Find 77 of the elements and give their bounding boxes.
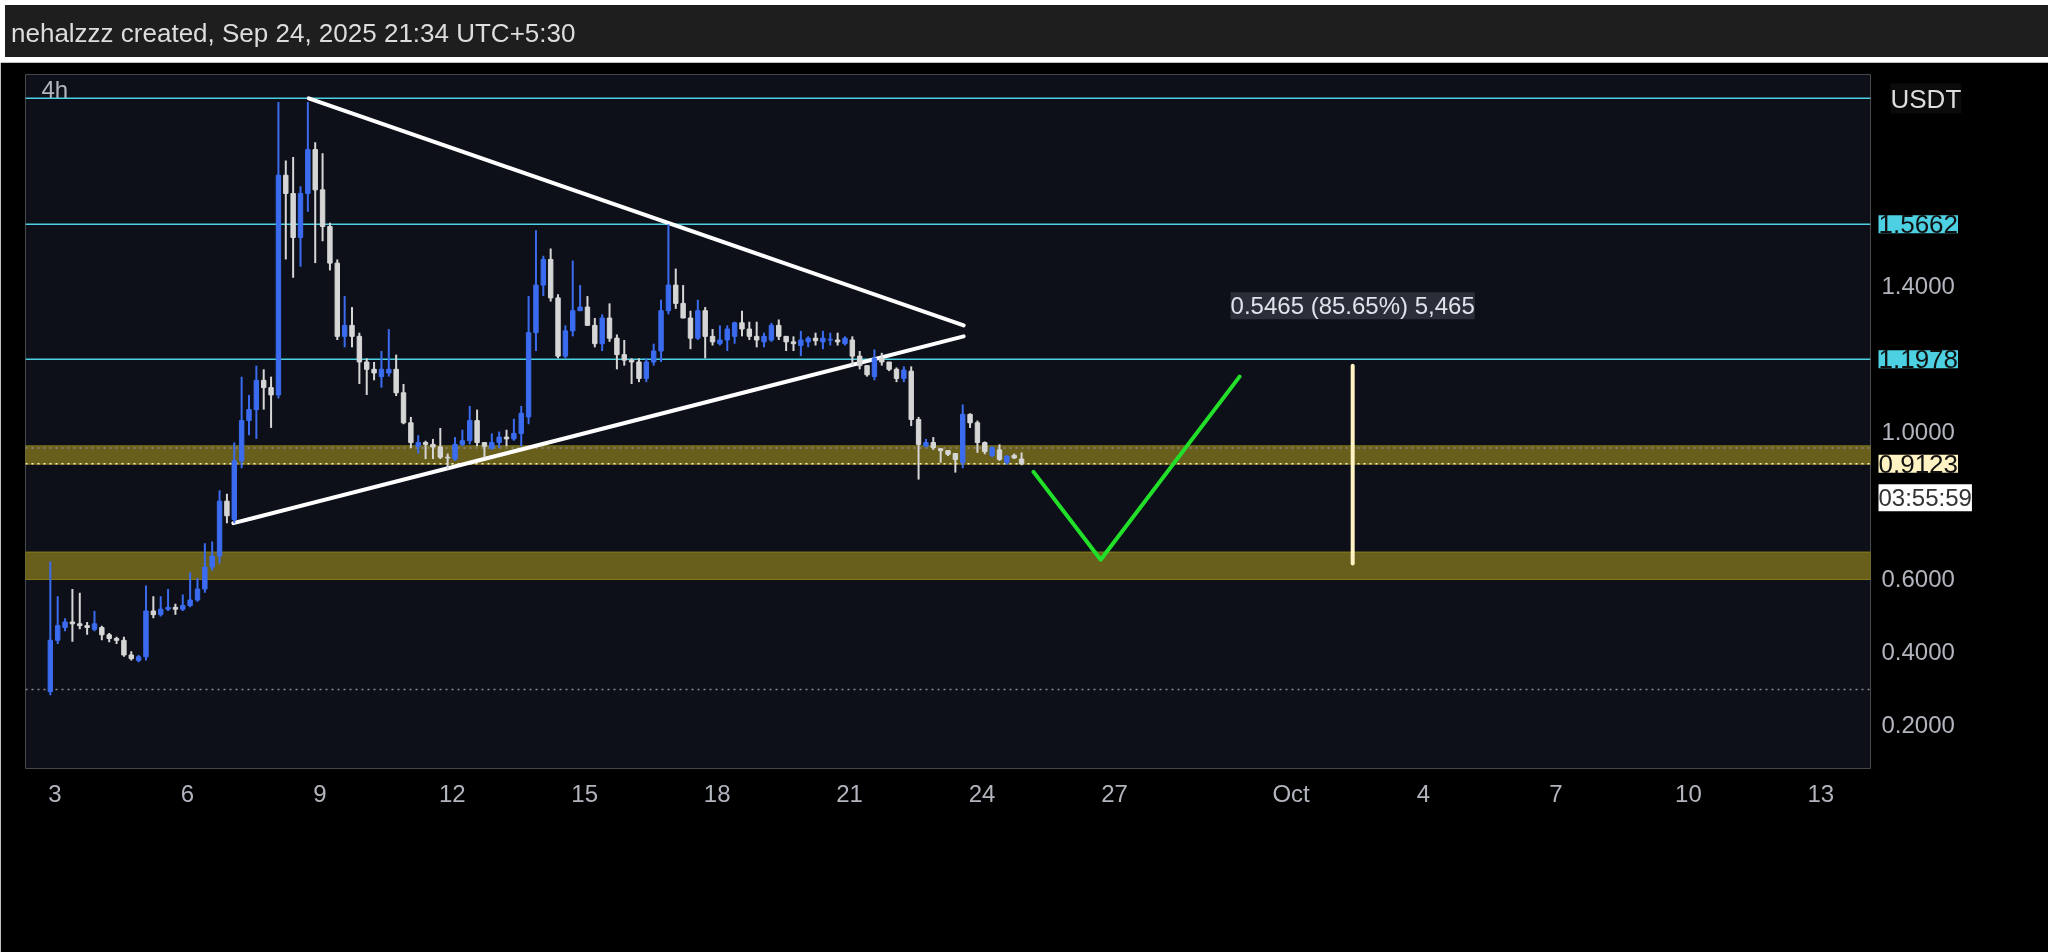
y-tick-label: 0.4000 (1881, 637, 1955, 665)
x-tick-label: 21 (836, 779, 863, 807)
candlestick (643, 357, 650, 384)
candlestick (364, 357, 370, 396)
candlestick (467, 404, 473, 446)
ref-line-label: 1.5662 (1878, 209, 1959, 240)
candlestick (378, 350, 385, 389)
x-tick-label: Oct (1272, 779, 1311, 807)
x-tick-label: 10 (1675, 779, 1702, 807)
candlestick (570, 259, 576, 338)
x-tick-label: 27 (1101, 779, 1128, 807)
ref-line-label: 0.9123 (1878, 448, 1959, 479)
candlestick (437, 426, 444, 461)
candlestick (349, 306, 355, 349)
y-axis-title: USDT (1890, 83, 1962, 114)
candlestick (753, 320, 760, 349)
candlestick (776, 318, 782, 342)
candlestick (614, 333, 620, 371)
text: 03:55:59 (1878, 484, 1972, 512)
x-tick-label: 24 (968, 779, 996, 807)
candlestick (452, 436, 458, 462)
candlestick (415, 434, 421, 455)
candlestick (628, 357, 635, 385)
x-tick-label: 12 (438, 779, 466, 807)
candlestick (636, 357, 642, 384)
candlestick (209, 540, 215, 572)
x-tick-label: 9 (313, 779, 327, 807)
chart-subtitle: nehalzzz created, Sep 24, 2025 21:34 UTC+5:30 (11, 17, 576, 50)
candlestick (341, 295, 348, 349)
candlestick (91, 610, 98, 633)
candlestick (606, 302, 613, 343)
x-tick-label: 15 (571, 779, 599, 807)
candlestick (69, 588, 76, 643)
x-tick-label: 13 (1807, 779, 1835, 807)
candlestick (371, 360, 377, 382)
ref-line-label: 1.1978 (1878, 344, 1959, 375)
candlestick (165, 588, 171, 613)
candlestick (121, 635, 127, 658)
candlestick (739, 309, 745, 338)
annotation: 0.5465 (85.65%) 5,465 (1230, 292, 1475, 320)
candlestick (386, 328, 392, 378)
x-tick-label: 7 (1549, 779, 1563, 807)
x-tick-label: 3 (48, 779, 62, 807)
candlestick (393, 353, 399, 398)
y-tick-label: 1.0000 (1881, 418, 1955, 446)
candlestick (150, 595, 157, 620)
candlestick (577, 284, 583, 312)
candlestick (592, 317, 598, 349)
candlestick (194, 577, 201, 603)
candlestick (224, 492, 230, 525)
candlestick (584, 295, 591, 327)
candlestick (717, 324, 723, 347)
candlestick (974, 419, 981, 454)
candlestick (768, 321, 775, 343)
candlestick (474, 408, 480, 448)
chart-title: 4h (41, 75, 69, 103)
candlestick (157, 595, 164, 618)
x-tick-label: 4 (1416, 779, 1431, 807)
candlestick (408, 415, 414, 450)
candlestick (724, 324, 730, 352)
y-tick-label: 1.4000 (1881, 271, 1955, 299)
candlestick (746, 320, 753, 342)
candlestick (430, 437, 436, 461)
candlestick (650, 342, 657, 367)
candlestick (680, 284, 686, 320)
candlestick (422, 439, 429, 461)
candlestick (849, 335, 856, 367)
x-tick-label: 6 (180, 779, 195, 807)
candlestick (687, 309, 694, 351)
candlestick (871, 348, 878, 382)
candlestick (673, 267, 679, 310)
candlestick (202, 542, 208, 594)
candlestick (952, 452, 959, 474)
y-tick-label: 0.2000 (1881, 711, 1955, 739)
candlestick (621, 339, 627, 367)
x-tick-label: 18 (703, 779, 731, 807)
y-tick-label: 0.6000 (1881, 564, 1955, 592)
